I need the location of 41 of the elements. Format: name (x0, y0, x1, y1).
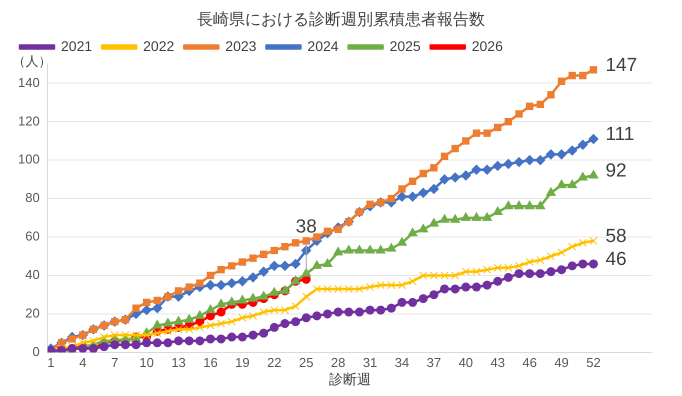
legend-label: 2026 (472, 38, 504, 54)
x-tick-label: 46 (522, 354, 537, 370)
data-label: 38 (296, 216, 317, 238)
x-tick-label: 25 (298, 354, 314, 370)
x-tick-label: 43 (490, 354, 505, 370)
legend-label: 2023 (225, 38, 257, 54)
x-tick-label: 34 (394, 354, 410, 370)
x-tick-label: 13 (171, 354, 186, 370)
x-tick-label: 49 (554, 354, 569, 370)
legend-label: 2021 (61, 38, 92, 54)
y-tick-label: 100 (18, 152, 40, 167)
y-tick-label: 120 (18, 113, 40, 128)
y-tick-label: 80 (25, 190, 40, 206)
y-tick-label: 20 (25, 306, 40, 321)
y-axis-title: （人） (12, 54, 52, 69)
y-tick-label: 0 (32, 344, 40, 359)
x-tick-label: 52 (586, 354, 601, 370)
x-tick-label: 19 (235, 354, 250, 370)
y-tick-label: 140 (18, 74, 40, 90)
x-tick-label: 22 (267, 354, 282, 370)
data-label: 92 (605, 160, 627, 182)
legend-label: 2025 (390, 38, 421, 54)
x-tick-label: 7 (111, 354, 118, 370)
legend-label: 2022 (143, 38, 175, 54)
data-label: 147 (605, 55, 638, 76)
x-tick-label: 31 (362, 354, 378, 370)
x-tick-label: 16 (203, 354, 218, 370)
y-tick-label: 60 (25, 228, 40, 244)
data-label: 58 (605, 226, 627, 248)
x-axis-title: 診断週 (328, 370, 371, 387)
legend-label: 2024 (307, 38, 339, 54)
x-tick-label: 1 (47, 354, 54, 370)
x-tick-label: 37 (426, 354, 442, 370)
y-tick-label: 40 (25, 267, 40, 282)
chart-title: 長崎県における診断週別累積患者報告数 (197, 10, 485, 28)
x-tick-label: 28 (330, 354, 346, 370)
data-label: 46 (605, 249, 627, 270)
x-tick-label: 10 (139, 354, 154, 370)
x-tick-label: 4 (79, 354, 86, 370)
data-label: 111 (605, 124, 634, 146)
x-tick-label: 40 (458, 354, 474, 370)
